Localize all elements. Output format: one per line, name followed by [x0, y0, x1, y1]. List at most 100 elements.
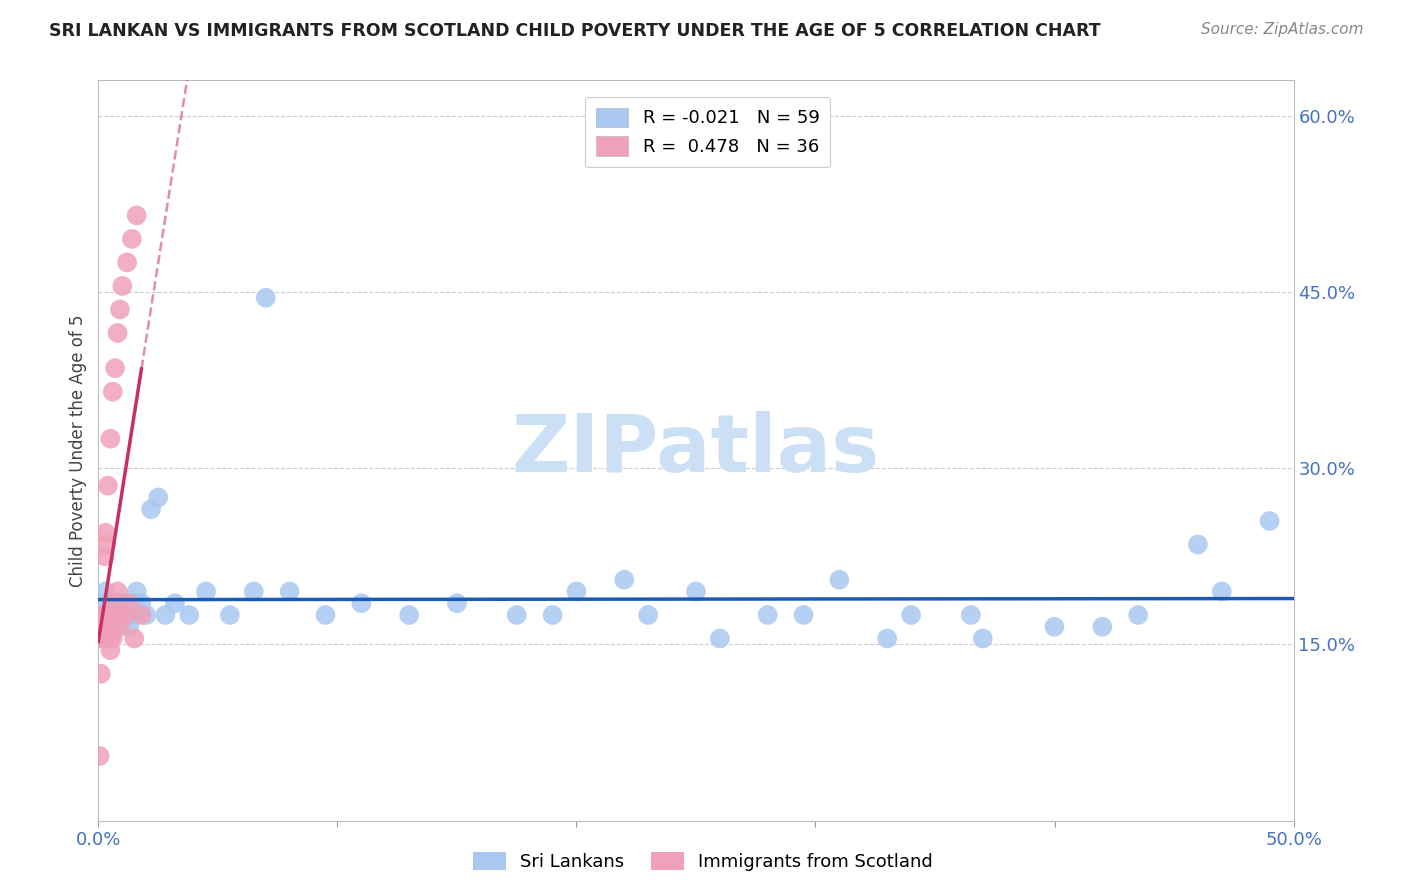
Point	[111, 279, 134, 293]
Point	[243, 584, 266, 599]
Point	[98, 620, 122, 634]
Legend: Sri Lankans, Immigrants from Scotland: Sri Lankans, Immigrants from Scotland	[465, 845, 941, 879]
Y-axis label: Child Poverty Under the Age of 5: Child Poverty Under the Age of 5	[69, 314, 87, 587]
Point	[124, 596, 146, 610]
Point	[179, 607, 201, 622]
Point	[121, 232, 143, 246]
Point	[98, 607, 122, 622]
Point	[101, 632, 124, 646]
Point	[97, 479, 120, 493]
Point	[506, 607, 529, 622]
Point	[131, 607, 153, 622]
Point	[709, 632, 731, 646]
Point	[94, 607, 117, 622]
Text: ZIPatlas: ZIPatlas	[512, 411, 880, 490]
Point	[91, 632, 114, 646]
Point	[960, 607, 983, 622]
Point	[876, 632, 898, 646]
Point	[89, 749, 111, 764]
Point	[685, 584, 707, 599]
Point	[900, 607, 922, 622]
Point	[93, 549, 115, 564]
Legend: R = -0.021   N = 59, R =  0.478   N = 36: R = -0.021 N = 59, R = 0.478 N = 36	[585, 96, 831, 167]
Point	[115, 255, 138, 269]
Point	[91, 620, 114, 634]
Point	[756, 607, 779, 622]
Point	[94, 537, 117, 551]
Point	[98, 643, 122, 657]
Point	[107, 584, 129, 599]
Point	[1211, 584, 1233, 599]
Point	[219, 607, 242, 622]
Point	[114, 607, 136, 622]
Point	[94, 632, 117, 646]
Point	[315, 607, 337, 622]
Point	[94, 525, 117, 540]
Point	[828, 573, 851, 587]
Point	[1043, 620, 1066, 634]
Point	[1258, 514, 1281, 528]
Point	[115, 596, 138, 610]
Point	[91, 632, 114, 646]
Point	[613, 573, 636, 587]
Point	[155, 607, 177, 622]
Point	[541, 607, 564, 622]
Point	[107, 620, 129, 634]
Point	[97, 614, 120, 628]
Point	[195, 584, 218, 599]
Point	[94, 620, 117, 634]
Text: Source: ZipAtlas.com: Source: ZipAtlas.com	[1201, 22, 1364, 37]
Point	[139, 502, 162, 516]
Point	[121, 607, 143, 622]
Point	[101, 384, 124, 399]
Point	[565, 584, 588, 599]
Point	[135, 607, 157, 622]
Point	[101, 607, 124, 622]
Point	[118, 620, 141, 634]
Point	[94, 584, 117, 599]
Point	[104, 620, 127, 634]
Point	[163, 596, 186, 610]
Point	[108, 620, 131, 634]
Point	[1128, 607, 1150, 622]
Point	[446, 596, 468, 610]
Point	[101, 620, 124, 634]
Point	[98, 602, 122, 616]
Point	[108, 302, 131, 317]
Point	[254, 291, 277, 305]
Point	[637, 607, 659, 622]
Point	[111, 596, 134, 610]
Point	[104, 596, 127, 610]
Point	[111, 614, 134, 628]
Point	[97, 620, 120, 634]
Point	[131, 596, 153, 610]
Point	[1187, 537, 1209, 551]
Point	[125, 584, 148, 599]
Point	[101, 596, 124, 610]
Point	[97, 625, 120, 640]
Point	[350, 596, 373, 610]
Point	[107, 326, 129, 340]
Point	[972, 632, 994, 646]
Point	[108, 607, 131, 622]
Point	[97, 607, 120, 622]
Point	[793, 607, 815, 622]
Point	[1091, 620, 1114, 634]
Point	[118, 596, 141, 610]
Point	[125, 209, 148, 223]
Text: SRI LANKAN VS IMMIGRANTS FROM SCOTLAND CHILD POVERTY UNDER THE AGE OF 5 CORRELAT: SRI LANKAN VS IMMIGRANTS FROM SCOTLAND C…	[49, 22, 1101, 40]
Point	[114, 607, 136, 622]
Point	[124, 632, 146, 646]
Point	[278, 584, 301, 599]
Point	[104, 607, 127, 622]
Point	[90, 666, 112, 681]
Point	[398, 607, 420, 622]
Point	[98, 432, 122, 446]
Point	[91, 596, 114, 610]
Point	[98, 632, 122, 646]
Point	[107, 596, 129, 610]
Point	[148, 491, 170, 505]
Point	[108, 602, 131, 616]
Point	[104, 607, 127, 622]
Point	[104, 361, 127, 376]
